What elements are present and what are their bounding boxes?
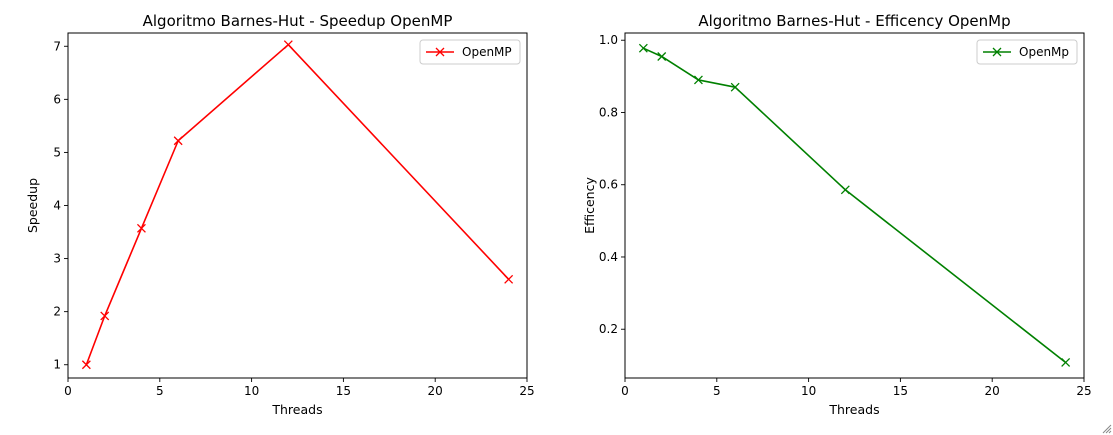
y-tick-label: 1 [53, 358, 61, 372]
legend-marker [435, 47, 445, 57]
x-tick-label: 15 [893, 384, 908, 398]
x-tick-label: 20 [985, 384, 1000, 398]
plot-frame [67, 32, 528, 379]
chart-title: Algoritmo Barnes-Hut - Speedup OpenMP [143, 12, 453, 30]
x-tick-label: 0 [621, 384, 629, 398]
x-tick-label: 10 [801, 384, 816, 398]
data-point-marker [657, 52, 667, 61]
y-tick-label: 4 [53, 199, 61, 213]
y-tick-label: 0.6 [599, 178, 618, 192]
x-tick-label: 25 [519, 384, 534, 398]
y-tick-label: 0.8 [599, 105, 618, 119]
data-point-marker [693, 75, 703, 85]
efficiency-chart: Algoritmo Barnes-Hut - Efficency OpenMp 0… [582, 12, 1092, 417]
plot-frame [624, 32, 1085, 379]
data-point-marker [100, 311, 110, 321]
series-line [85, 43, 510, 366]
y-tick-label: 0.4 [599, 250, 618, 264]
y-tick-label: 1.0 [599, 33, 618, 47]
data-point-marker [840, 185, 850, 195]
y-tick-label: 0.2 [599, 322, 618, 336]
series-line [643, 47, 1067, 364]
legend-box [976, 39, 1078, 65]
y-tick-label: 5 [53, 145, 61, 159]
y-tick-label: 6 [53, 92, 61, 106]
data-point-marker [81, 360, 91, 370]
data-point-marker [1061, 358, 1071, 367]
x-tick-label: 20 [428, 384, 443, 398]
legend-label: OpenMP [462, 45, 512, 59]
data-point-marker [638, 43, 648, 53]
speedup-chart: Algoritmo Barnes-Hut - Speedup OpenMP 0 5 1… [25, 12, 535, 417]
x-tick-label: 5 [713, 384, 721, 398]
x-tick-label: 10 [244, 384, 259, 398]
legend-box [419, 39, 521, 65]
legend-label: OpenMp [1019, 45, 1069, 59]
data-point-marker [283, 40, 293, 50]
x-axis-label: Threads [271, 402, 322, 417]
x-axis-label: Threads [828, 402, 879, 417]
y-axis-label: Speedup [25, 178, 40, 233]
chart-title: Algoritmo Barnes-Hut - Efficency OpenMp [698, 12, 1010, 30]
y-tick-label: 7 [53, 39, 61, 53]
resize-grip-icon[interactable] [1102, 424, 1112, 434]
x-tick-label: 0 [64, 384, 72, 398]
y-tick-label: 2 [53, 305, 61, 319]
y-tick-label: 3 [53, 252, 61, 266]
data-point-marker [730, 82, 740, 92]
x-tick-label: 15 [336, 384, 351, 398]
data-point-marker [504, 274, 514, 284]
data-point-marker [173, 136, 183, 146]
data-point-marker [136, 223, 146, 233]
legend-marker [992, 47, 1002, 57]
y-axis-label: Efficency [582, 177, 597, 234]
x-tick-label: 25 [1076, 384, 1091, 398]
x-tick-label: 5 [156, 384, 164, 398]
